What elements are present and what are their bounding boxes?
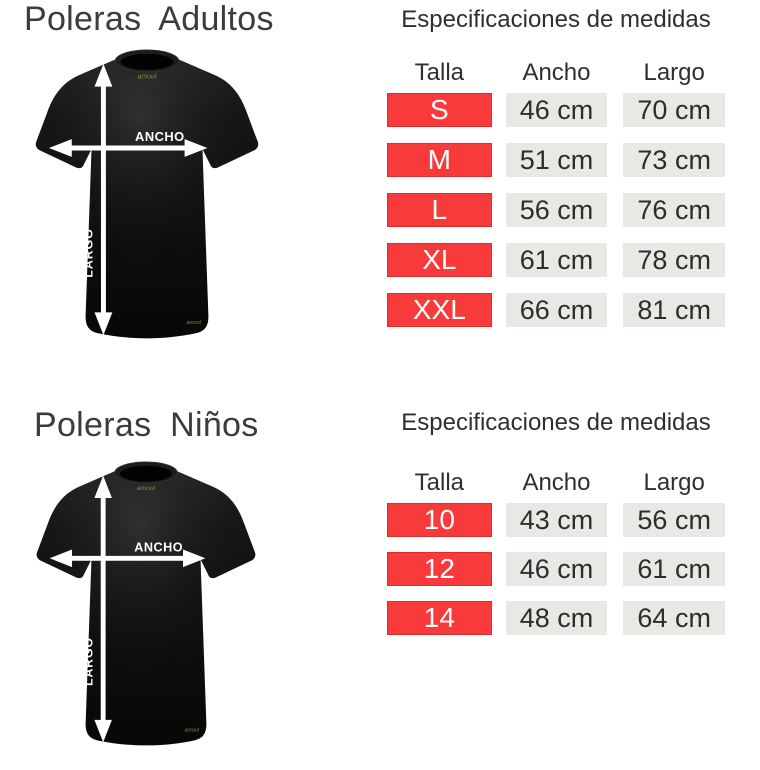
length-value-cell: 78 cm — [623, 243, 726, 277]
column-header-largo: Largo — [643, 469, 705, 496]
adults-table-header: Talla Ancho Largo — [387, 60, 725, 86]
width-label: ANCHO — [135, 129, 185, 144]
length-value-cell: 73 cm — [623, 143, 726, 177]
size-cell: XXL — [387, 293, 492, 327]
kids-table-body: 10 43 cm 56 cm 12 46 cm 61 cm 14 48 cm 64 cm — [387, 503, 726, 635]
column-header-ancho: Ancho — [522, 469, 591, 496]
length-arrow — [94, 475, 112, 743]
kids-shirt-illustration: amoul amoul ANCHO LARGO — [32, 460, 260, 752]
column-header-ancho: Ancho — [522, 59, 591, 86]
size-cell: L — [387, 193, 492, 227]
brand-logo-collar: amoul — [137, 485, 156, 492]
length-arrow — [94, 63, 113, 336]
adults-spec-table: Especificaciones de medidas Talla Ancho … — [387, 6, 726, 327]
width-value-cell: 43 cm — [505, 503, 608, 537]
adults-shirt-illustration: amoul amoul ANCHO LARGO — [32, 48, 262, 345]
size-cell: XL — [387, 243, 492, 277]
table-row: XL 61 cm 78 cm — [387, 243, 726, 277]
adults-section: Poleras Adultos amoul amoul — [0, 0, 760, 380]
width-value-cell: 48 cm — [505, 601, 608, 635]
table-row: S 46 cm 70 cm — [387, 93, 726, 127]
table-row: M 51 cm 73 cm — [387, 143, 726, 177]
length-value-cell: 76 cm — [623, 193, 726, 227]
width-value-cell: 66 cm — [505, 293, 608, 327]
size-cell: 14 — [387, 601, 492, 635]
width-value-cell: 51 cm — [505, 143, 608, 177]
length-value-cell: 70 cm — [623, 93, 726, 127]
kids-spec-table: Especificaciones de medidas Talla Ancho … — [387, 409, 726, 635]
length-value-cell: 61 cm — [623, 552, 726, 586]
width-arrow — [48, 139, 208, 157]
width-value-cell: 61 cm — [505, 243, 608, 277]
width-value-cell: 46 cm — [505, 552, 608, 586]
length-label: LARGO — [81, 637, 95, 686]
table-row: 14 48 cm 64 cm — [387, 601, 726, 635]
column-header-largo: Largo — [643, 59, 705, 86]
column-header-talla: Talla — [414, 59, 464, 86]
table-row: 12 46 cm 61 cm — [387, 552, 726, 586]
size-cell: 10 — [387, 503, 492, 537]
length-value-cell: 56 cm — [623, 503, 726, 537]
adults-title: Poleras Adultos — [24, 0, 274, 38]
table-row: 10 43 cm 56 cm — [387, 503, 726, 537]
adults-table-body: S 46 cm 70 cm M 51 cm 73 cm L 56 cm 76 cm XL 61 cm… — [387, 93, 726, 327]
width-arrow — [49, 549, 206, 568]
kids-title: Poleras Niños — [34, 406, 259, 444]
width-label: ANCHO — [134, 540, 183, 554]
tshirt-graphic: amoul amoul ANCHO LARGO — [35, 49, 259, 339]
table-row: XXL 66 cm 81 cm — [387, 293, 726, 327]
size-cell: S — [387, 93, 492, 127]
brand-logo-hem: amoul — [186, 320, 202, 326]
kids-table-header: Talla Ancho Largo — [387, 470, 725, 496]
size-cell: 12 — [387, 552, 492, 586]
brand-logo-hem: amoul — [184, 728, 199, 734]
length-value-cell: 64 cm — [623, 601, 726, 635]
adults-spec-title: Especificaciones de medidas — [401, 6, 711, 33]
tshirt-graphic: amoul amoul ANCHO LARGO — [36, 461, 256, 746]
column-header-talla: Talla — [414, 469, 464, 496]
table-row: L 56 cm 76 cm — [387, 193, 726, 227]
length-value-cell: 81 cm — [623, 293, 726, 327]
brand-logo-collar: amoul — [138, 74, 157, 81]
kids-section: Poleras Niños amoul amoul — [0, 390, 760, 770]
length-label: LARGO — [82, 228, 96, 278]
kids-spec-title: Especificaciones de medidas — [401, 409, 711, 436]
size-cell: M — [387, 143, 492, 177]
width-value-cell: 56 cm — [505, 193, 608, 227]
width-value-cell: 46 cm — [505, 93, 608, 127]
